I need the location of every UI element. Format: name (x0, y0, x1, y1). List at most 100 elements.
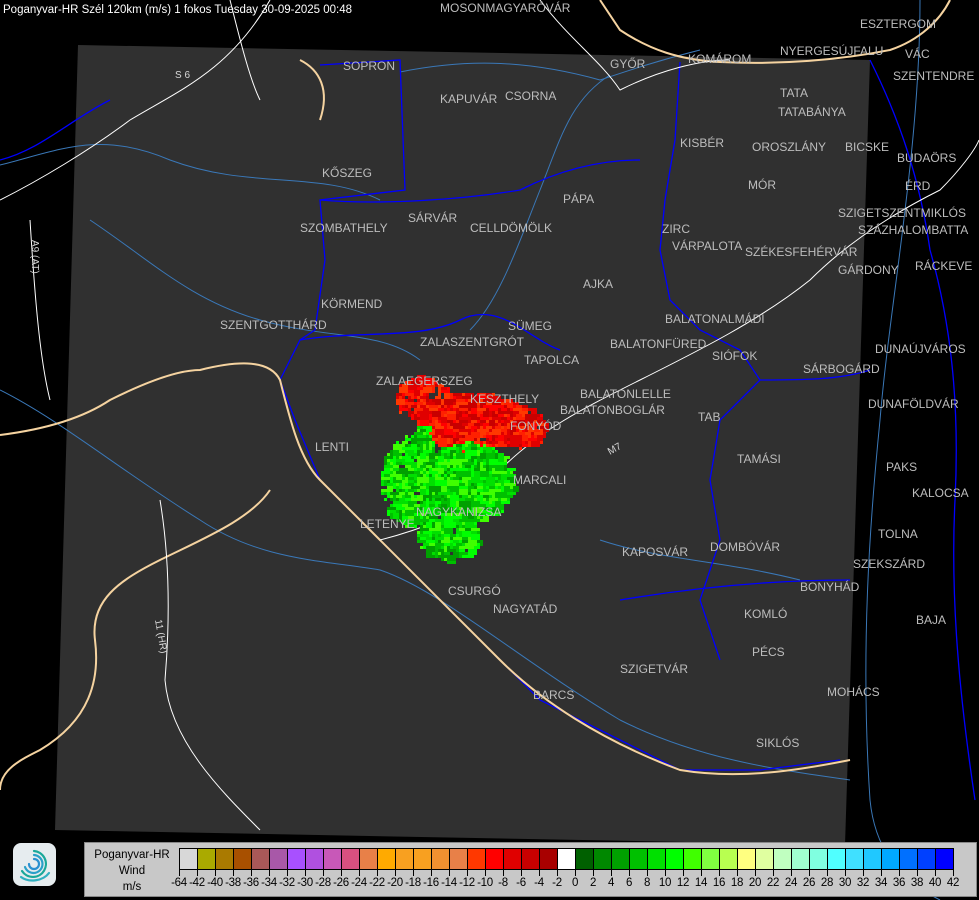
radar-echo-pixel (417, 519, 426, 522)
legend-tick (251, 870, 252, 876)
radar-echo-pixel (417, 462, 420, 468)
radar-echo-pixel (438, 441, 447, 447)
radar-echo-pixel (450, 528, 453, 534)
legend-tick (197, 870, 198, 876)
radar-echo-pixel (414, 396, 417, 399)
city-label: VÁC (905, 46, 930, 61)
legend-tick (719, 870, 720, 876)
radar-echo-pixel (495, 492, 504, 498)
radar-echo-pixel (426, 546, 435, 552)
city-label: AJKA (583, 277, 613, 291)
legend-tick (791, 870, 792, 876)
radar-echo-pixel (447, 441, 456, 444)
radar-echo-pixel (405, 477, 414, 480)
radar-echo-pixel (438, 414, 447, 417)
radar-echo-pixel (492, 483, 501, 486)
radar-echo-pixel (426, 396, 429, 402)
radar-echo-pixel (480, 420, 486, 423)
radar-echo-pixel (426, 441, 429, 447)
radar-echo-pixel (384, 456, 393, 459)
radar-echo-pixel (435, 507, 438, 513)
radar-echo-pixel (474, 486, 477, 489)
radar-echo-pixel (408, 483, 414, 486)
radar-echo-pixel (447, 438, 450, 441)
city-label: SZÁZHALOMBATTA (858, 222, 968, 237)
legend-tick (395, 870, 396, 876)
radar-echo-pixel (447, 510, 456, 513)
radar-echo-pixel (441, 456, 444, 462)
radar-echo-pixel (486, 486, 489, 489)
app-logo (13, 843, 56, 886)
radar-echo-pixel (525, 414, 534, 420)
radar-echo-pixel (528, 426, 531, 432)
radar-echo-pixel (414, 450, 417, 453)
radar-echo-pixel (501, 423, 504, 426)
city-label: MARCALI (513, 473, 566, 487)
radar-echo-pixel (402, 444, 405, 447)
radar-echo-pixel (522, 426, 525, 429)
radar-echo-pixel (450, 486, 459, 492)
radar-echo-pixel (429, 459, 438, 462)
radar-echo-pixel (429, 423, 432, 426)
radar-echo-pixel (438, 384, 444, 387)
radar-echo-pixel (420, 405, 429, 408)
radar-echo-pixel (411, 441, 417, 444)
radar-echo-pixel (465, 441, 471, 444)
legend-tick (593, 870, 594, 876)
city-label: ZIRC (662, 222, 690, 236)
radar-echo-pixel (423, 477, 429, 483)
city-label: ZALASZENTGRÓT (420, 334, 525, 349)
radar-echo-pixel (501, 432, 504, 435)
radar-echo-pixel (471, 450, 477, 456)
city-label: ESZTERGOM (860, 17, 936, 31)
legend-tick-label: -18 (405, 877, 421, 889)
radar-echo-pixel (462, 396, 471, 399)
radar-echo-pixel (414, 378, 417, 381)
radar-echo-pixel (390, 486, 393, 492)
legend-swatch (594, 849, 612, 869)
city-label: GÁRDONY (838, 262, 899, 277)
radar-echo-pixel (444, 534, 450, 537)
radar-echo-pixel (441, 549, 444, 555)
radar-echo-pixel (426, 540, 435, 543)
radar-echo-pixel (387, 459, 390, 462)
radar-echo-pixel (468, 510, 477, 513)
radar-echo-pixel (507, 405, 513, 408)
legend-tick-label: -2 (552, 877, 562, 889)
radar-echo-pixel (504, 402, 513, 405)
legend-tick (539, 870, 540, 876)
radar-echo-pixel (477, 408, 486, 411)
legend-swatch (918, 849, 936, 869)
radar-echo-pixel (414, 390, 420, 396)
radar-echo-pixel (471, 489, 477, 495)
radar-echo-pixel (453, 510, 462, 513)
radar-echo-pixel (498, 405, 504, 408)
radar-echo-pixel (486, 504, 495, 507)
legend-tick-label: -4 (534, 877, 544, 889)
radar-echo-pixel (414, 411, 417, 414)
radar-echo-pixel (459, 525, 462, 528)
legend-swatch (738, 849, 756, 869)
legend-swatch (702, 849, 720, 869)
radar-echo-pixel (510, 417, 513, 420)
radar-echo-pixel (459, 408, 468, 411)
radar-echo-pixel (498, 504, 504, 510)
radar-echo-pixel (489, 459, 498, 465)
radar-echo-pixel (459, 441, 465, 444)
radar-echo-pixel (417, 531, 420, 534)
radar-echo-pixel (501, 444, 507, 447)
radar-echo-pixel (519, 432, 525, 435)
radar-echo-pixel (462, 540, 468, 543)
roads (0, 0, 979, 831)
radar-echo-pixel (411, 498, 420, 501)
radar-echo-pixel (474, 411, 483, 417)
radar-echo-pixel (402, 486, 411, 489)
radar-echo-pixel (459, 516, 468, 522)
legend-tick (881, 870, 882, 876)
legend-tick-label: 16 (712, 877, 726, 889)
city-labels: MOSONMAGYARÓVÁR SOPRON KAPUVÁR CSORNA GYŐR KO… (220, 0, 974, 750)
radar-echo-pixel (513, 435, 522, 441)
legend-tick (485, 870, 486, 876)
radar-echo-pixel (435, 522, 441, 528)
radar-echo-pixel (426, 435, 429, 438)
